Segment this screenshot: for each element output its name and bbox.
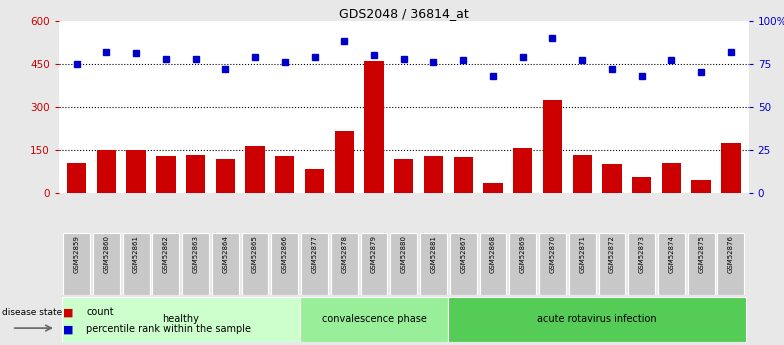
Text: count: count xyxy=(86,307,114,317)
Bar xyxy=(513,148,532,193)
Bar xyxy=(182,233,209,295)
Text: GSM52871: GSM52871 xyxy=(579,235,585,273)
Bar xyxy=(299,297,448,342)
Bar xyxy=(152,233,180,295)
Bar xyxy=(424,156,443,193)
Text: GSM52875: GSM52875 xyxy=(698,235,704,273)
Text: GDS2048 / 36814_at: GDS2048 / 36814_at xyxy=(339,7,469,20)
Bar xyxy=(598,233,626,295)
Bar xyxy=(126,149,146,193)
Text: acute rotavirus infection: acute rotavirus infection xyxy=(537,314,657,324)
Bar xyxy=(628,233,655,295)
Bar xyxy=(301,233,328,295)
Text: GSM52866: GSM52866 xyxy=(281,235,288,273)
Text: GSM52870: GSM52870 xyxy=(550,235,555,273)
Text: GSM52859: GSM52859 xyxy=(74,235,80,273)
Bar xyxy=(271,233,298,295)
Bar xyxy=(123,233,150,295)
Bar xyxy=(93,233,120,295)
Bar xyxy=(186,155,205,193)
Text: GSM52864: GSM52864 xyxy=(223,235,228,273)
Bar xyxy=(632,177,652,193)
Text: GSM52880: GSM52880 xyxy=(401,235,407,273)
Text: GSM52878: GSM52878 xyxy=(341,235,347,273)
Bar xyxy=(569,233,596,295)
Text: GSM52872: GSM52872 xyxy=(609,235,615,273)
Bar xyxy=(688,233,714,295)
Bar xyxy=(448,297,746,342)
Text: GSM52874: GSM52874 xyxy=(669,235,674,273)
Text: GSM52868: GSM52868 xyxy=(490,235,496,273)
Bar xyxy=(510,233,536,295)
Text: GSM52879: GSM52879 xyxy=(371,235,377,273)
Bar xyxy=(717,233,744,295)
Bar xyxy=(483,183,503,193)
Bar xyxy=(67,163,86,193)
Bar xyxy=(331,233,358,295)
Bar xyxy=(662,163,681,193)
Text: percentile rank within the sample: percentile rank within the sample xyxy=(86,325,251,334)
Text: ■: ■ xyxy=(63,307,73,317)
Bar xyxy=(420,233,447,295)
Text: convalescence phase: convalescence phase xyxy=(321,314,426,324)
Text: GSM52873: GSM52873 xyxy=(639,235,644,273)
Bar xyxy=(212,233,238,295)
Bar xyxy=(450,233,477,295)
Bar xyxy=(156,156,176,193)
Bar xyxy=(480,233,506,295)
Text: GSM52860: GSM52860 xyxy=(103,235,110,273)
Bar xyxy=(245,146,265,193)
Text: GSM52881: GSM52881 xyxy=(430,235,437,273)
Bar xyxy=(602,165,622,193)
Bar xyxy=(241,233,268,295)
Text: GSM52863: GSM52863 xyxy=(193,235,198,273)
Bar xyxy=(275,156,295,193)
Bar xyxy=(305,169,325,193)
Text: GSM52862: GSM52862 xyxy=(163,235,169,273)
Bar xyxy=(572,155,592,193)
Bar xyxy=(96,150,116,193)
Text: GSM52869: GSM52869 xyxy=(520,235,526,273)
Text: GSM52876: GSM52876 xyxy=(728,235,734,273)
Bar xyxy=(691,180,711,193)
Text: GSM52861: GSM52861 xyxy=(133,235,139,273)
Bar xyxy=(390,233,417,295)
Bar xyxy=(543,100,562,193)
Bar xyxy=(365,61,383,193)
Text: GSM52865: GSM52865 xyxy=(252,235,258,273)
Bar xyxy=(394,159,413,193)
Text: healthy: healthy xyxy=(162,314,199,324)
Bar xyxy=(335,131,354,193)
Bar xyxy=(361,233,387,295)
Bar xyxy=(539,233,566,295)
Bar xyxy=(62,297,299,342)
Bar xyxy=(216,159,235,193)
Bar xyxy=(721,143,741,193)
Text: GSM52877: GSM52877 xyxy=(311,235,318,273)
Bar xyxy=(454,157,473,193)
Text: disease state: disease state xyxy=(2,308,63,317)
Bar xyxy=(64,233,90,295)
Bar xyxy=(658,233,684,295)
Text: GSM52867: GSM52867 xyxy=(460,235,466,273)
Text: ■: ■ xyxy=(63,325,73,334)
